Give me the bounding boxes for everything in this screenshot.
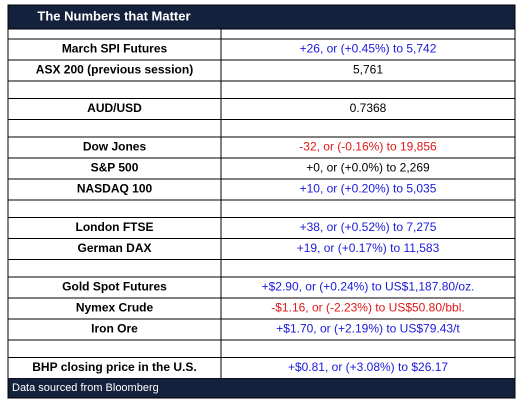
row-value: -$1.16, or (-2.23%) to US$50.80/bbl.: [271, 301, 464, 315]
row-value: 0.7368: [350, 101, 387, 115]
row-label: Dow Jones: [83, 140, 147, 154]
row-value: +10, or (+0.20%) to 5,035: [300, 182, 437, 196]
row-label: March SPI Futures: [62, 42, 168, 56]
row-value: +$1.70, or (+2.19%) to US$79.43/t: [276, 322, 460, 336]
row-label: Nymex Crude: [76, 301, 154, 315]
row-label: AUD/USD: [87, 101, 142, 115]
row-label: S&P 500: [91, 161, 139, 175]
row-label: ASX 200 (previous session): [36, 63, 193, 77]
footer-note: Data sourced from Bloomberg: [12, 382, 159, 394]
row-value: +$0.81, or (+3.08%) to $26.17: [288, 360, 448, 374]
row-label: NASDAQ 100: [77, 182, 153, 196]
row-label: London FTSE: [76, 220, 154, 234]
row-label: German DAX: [77, 241, 151, 255]
row-value: 5,761: [353, 63, 383, 77]
row-value: +26, or (+0.45%) to 5,742: [300, 42, 437, 56]
outer-border: [7, 4, 516, 399]
row-label: Gold Spot Futures: [62, 280, 167, 294]
row-value: +0, or (+0.0%) to 2,269: [306, 161, 430, 175]
row-label: BHP closing price in the U.S.: [32, 360, 196, 374]
table-title: The Numbers that Matter: [37, 8, 190, 23]
row-value: -32, or (-0.16%) to 19,856: [299, 140, 437, 154]
footer-bar: [8, 378, 515, 398]
row-value: +$2.90, or (+0.24%) to US$1,187.80/oz.: [262, 280, 475, 294]
row-value: +19, or (+0.17%) to 11,583: [297, 241, 440, 255]
row-label: Iron Ore: [91, 322, 138, 336]
row-value: +38, or (+0.52%) to 7,275: [300, 220, 437, 234]
header-bar: [8, 5, 515, 29]
